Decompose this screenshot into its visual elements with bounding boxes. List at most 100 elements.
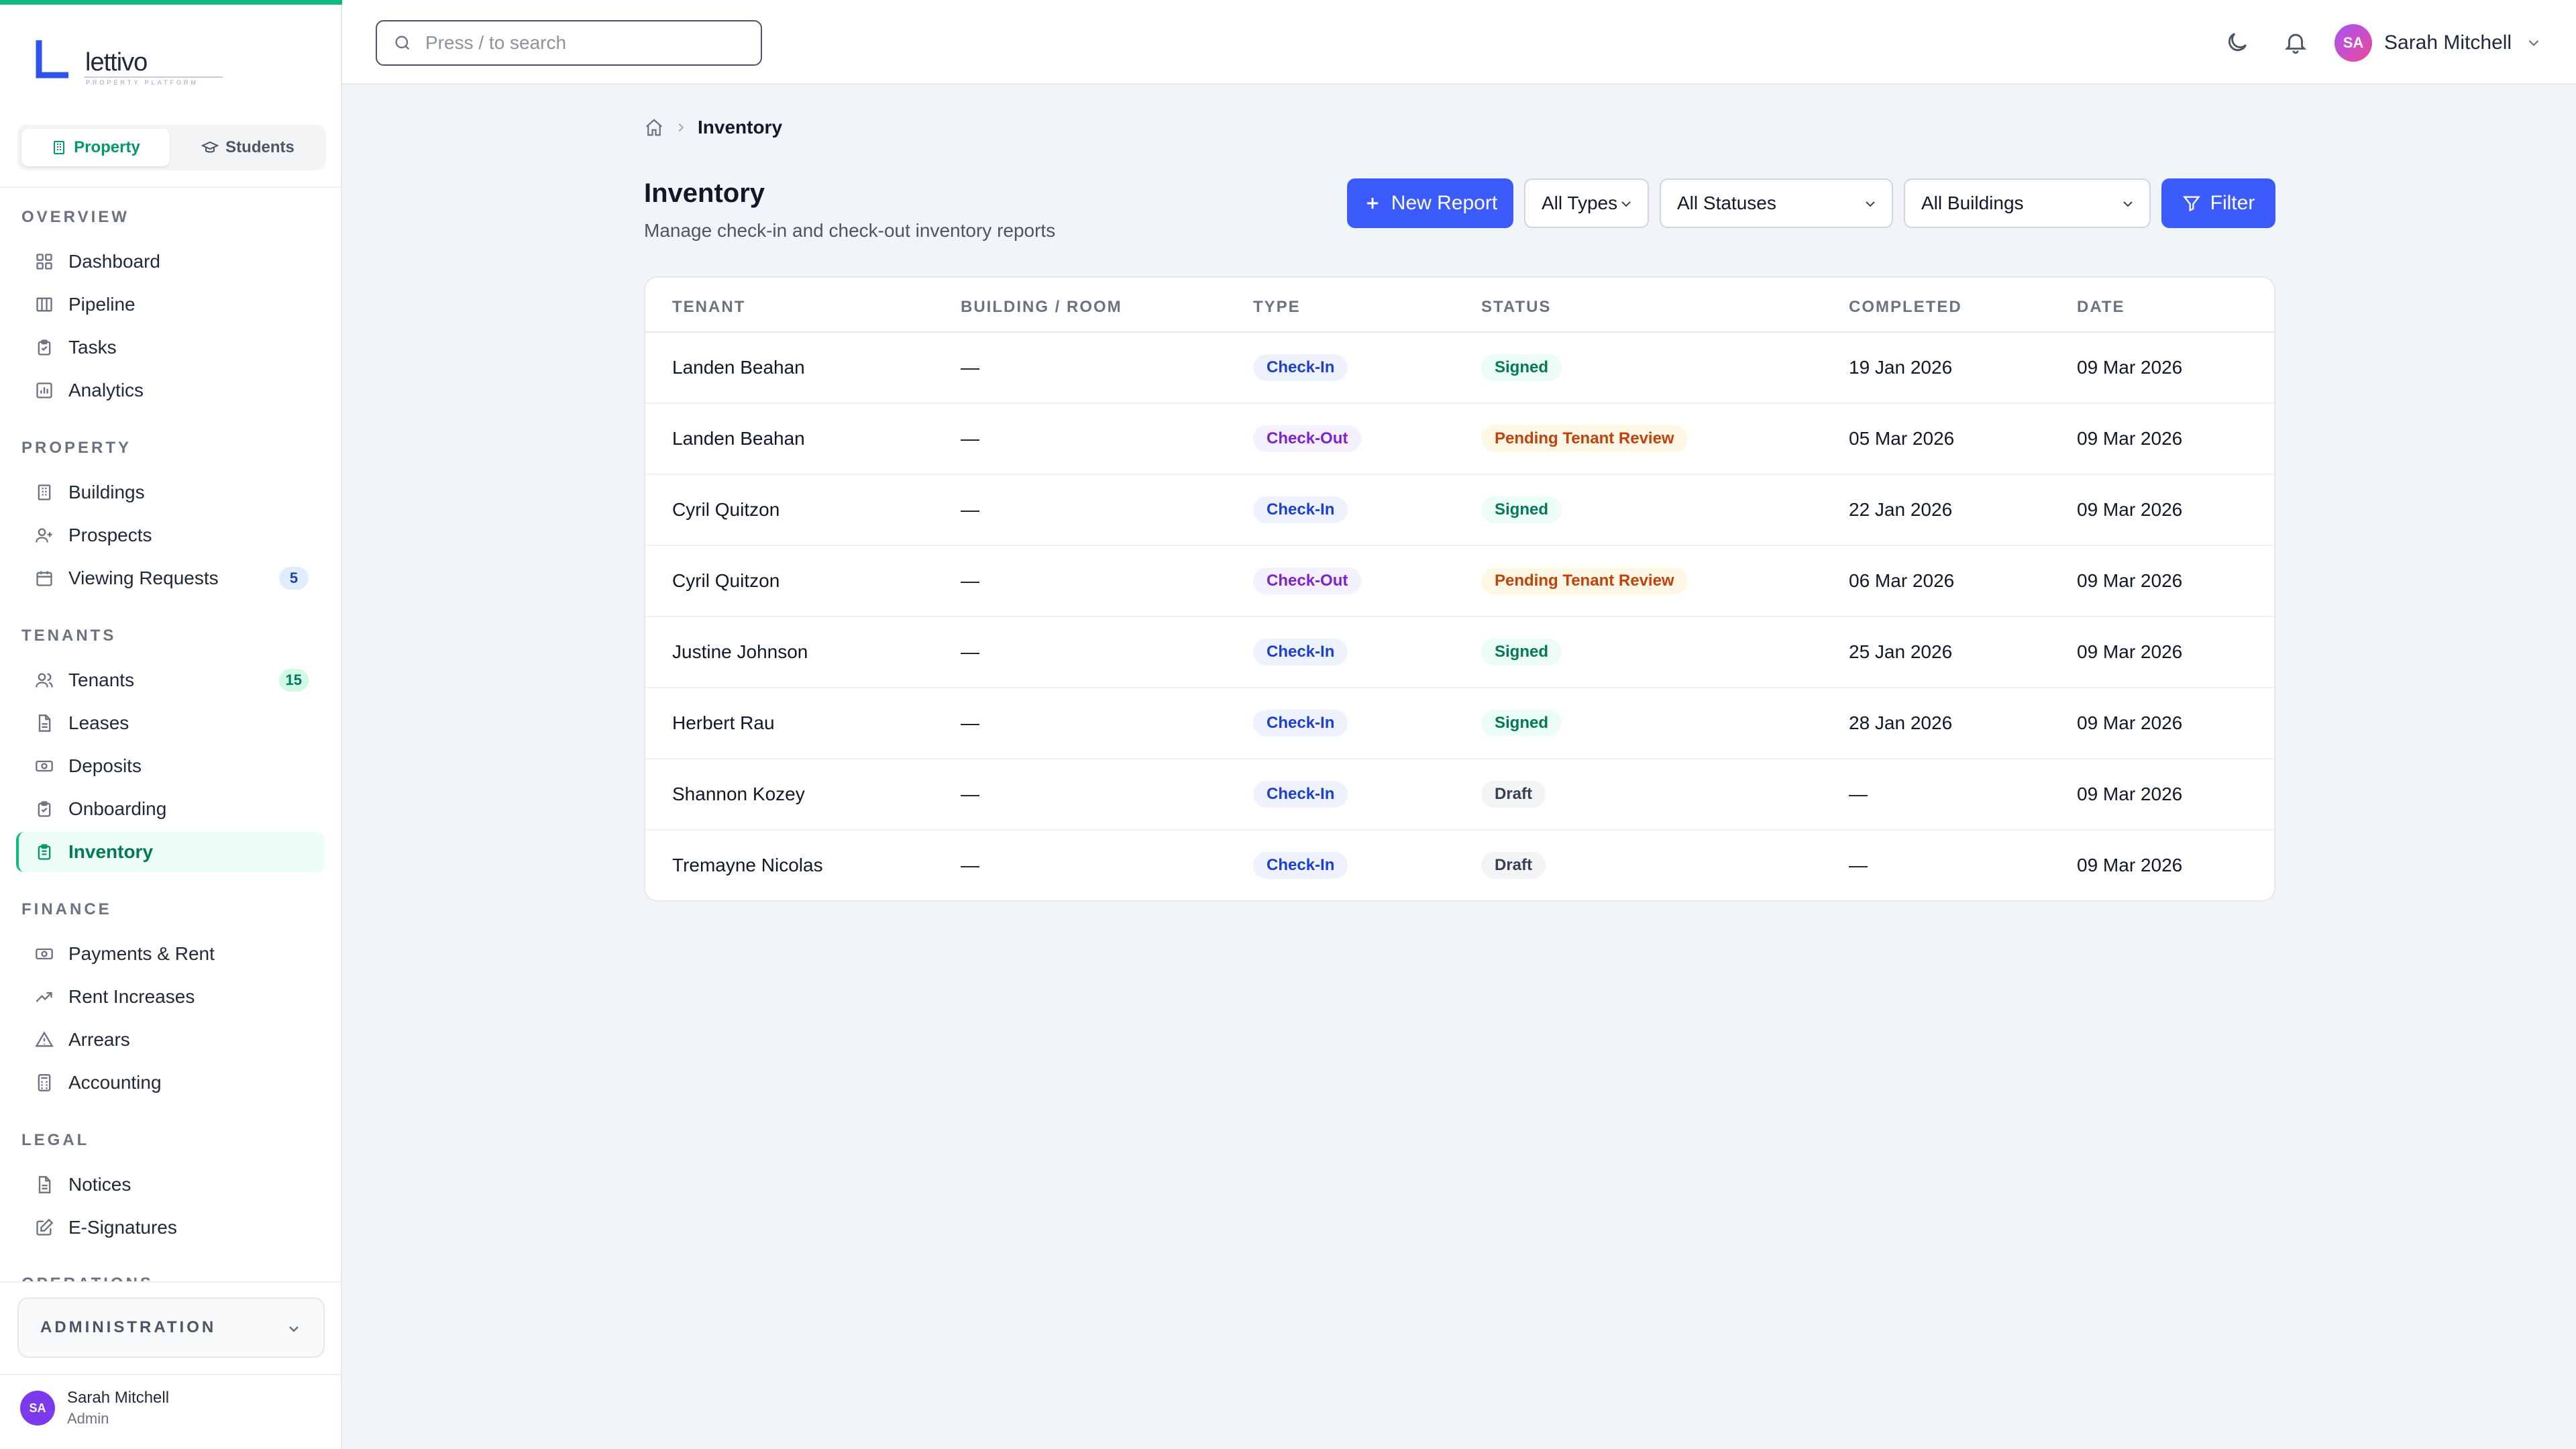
new-report-label: New Report [1391,192,1498,214]
cell-tenant: Landen Beahan [672,357,805,378]
sidebar-item-payments-rent[interactable]: Payments & Rent [16,934,325,974]
nav-section-property: PROPERTY [21,439,132,457]
sidebar-item-leases[interactable]: Leases [16,703,325,743]
status-badge: Signed [1481,639,1562,665]
sidebar-item-label: Prospects [68,525,152,545]
table-row[interactable]: Cyril Quitzon — Check-In Signed 22 Jan 2026 0… [645,475,2274,546]
header-user-name: Sarah Mitchell [2384,32,2512,54]
chevron-down-icon [2528,40,2539,46]
table-row[interactable]: Tremayne Nicolas — Check-In Draft — 09 Mar 20… [645,830,2274,900]
cell-tenant: Shannon Kozey [672,784,805,804]
users-icon [36,673,53,688]
cell-completed: — [1849,855,1868,875]
sidebar-item-buildings[interactable]: Buildings [16,472,325,513]
building-filter-select[interactable]: All Buildings [1904,178,2151,228]
sidebar-item-label: Tasks [68,337,117,358]
column-header-building-room[interactable]: BUILDING / ROOM [961,298,1122,316]
sidebar-item-deposits[interactable]: Deposits [16,746,325,786]
nav-section-finance: FINANCE [21,900,112,918]
table-row[interactable]: Justine Johnson — Check-In Signed 25 Jan 202… [645,617,2274,688]
logo-mark-icon [36,40,68,78]
sidebar-item-tasks[interactable]: Tasks [16,327,325,368]
administration-toggle[interactable]: ADMINISTRATION [17,1297,325,1358]
sidebar-item-tenants[interactable]: Tenants 15 [16,660,325,700]
bar-chart-icon [36,382,52,398]
sidebar-item-e-signatures[interactable]: E-Signatures [16,1208,325,1248]
switch-property-button[interactable]: Property [21,129,170,166]
column-header-type[interactable]: TYPE [1253,298,1301,316]
status-badge: Draft [1481,781,1546,808]
sidebar-item-inventory[interactable]: Inventory [16,832,325,872]
cell-building-room: — [961,428,979,449]
pen-square-icon [36,1218,54,1236]
user-menu[interactable]: SA Sarah Mitchell [2334,24,2542,62]
building-icon [38,484,51,500]
cell-completed: 19 Jan 2026 [1849,357,1953,378]
brand-tagline: PROPERTY PLATFORM [86,79,199,86]
brand-logo[interactable]: lettivo PROPERTY PLATFORM [35,35,236,95]
column-header-status[interactable]: STATUS [1481,298,1552,316]
sidebar-item-label: Arrears [68,1029,130,1050]
sidebar-item-arrears[interactable]: Arrears [16,1020,325,1060]
chevron-down-icon [289,1326,299,1332]
switch-property-label: Property [74,138,140,156]
chevron-down-icon [1621,201,1631,207]
search-box[interactable] [376,20,762,66]
sidebar-item-label: E-Signatures [68,1217,177,1238]
search-icon [395,36,410,50]
sidebar-item-label: Rent Increases [68,986,195,1007]
new-report-button[interactable]: New Report [1347,178,1513,228]
table-row[interactable]: Landen Beahan — Check-In Signed 19 Jan 2026 0… [645,333,2274,404]
cell-date: 09 Mar 2026 [2077,570,2183,591]
tenants-count-badge: 15 [278,669,309,692]
sidebar-user-profile[interactable]: SA Sarah Mitchell Admin [20,1389,169,1428]
sidebar-item-analytics[interactable]: Analytics [16,370,325,411]
sidebar-item-rent-increases[interactable]: Rent Increases [16,977,325,1017]
footer-user-name: Sarah Mitchell [67,1389,170,1407]
table-row[interactable]: Herbert Rau — Check-In Signed 28 Jan 2026 09 … [645,688,2274,759]
search-input[interactable] [425,32,747,54]
sidebar-item-label: Viewing Requests [68,568,219,588]
sidebar-item-onboarding[interactable]: Onboarding [16,789,325,829]
filter-button[interactable]: Filter [2161,178,2275,228]
sidebar-item-accounting[interactable]: Accounting [16,1063,325,1103]
column-header-completed[interactable]: COMPLETED [1849,298,1962,316]
status-badge: Pending Tenant Review [1481,425,1688,452]
status-badge: Draft [1481,852,1546,879]
home-icon[interactable] [644,117,664,138]
sidebar-item-viewing-requests[interactable]: Viewing Requests 5 [16,558,325,598]
sidebar-item-prospects[interactable]: Prospects [16,515,325,555]
sidebar-item-notices[interactable]: Notices [16,1165,325,1205]
sidebar-item-label: Leases [68,712,129,733]
document-icon [38,714,51,732]
breadcrumb: Inventory [644,117,782,138]
sidebar-item-dashboard[interactable]: Dashboard [16,241,325,282]
column-header-date[interactable]: DATE [2077,298,2125,316]
sidebar-item-label: Tenants [68,669,135,690]
cell-date: 09 Mar 2026 [2077,428,2183,449]
status-filter-select[interactable]: All Statuses [1660,178,1893,228]
table-row[interactable]: Cyril Quitzon — Check-Out Pending Tenant Re… [645,546,2274,617]
trending-up-icon [36,992,52,1002]
type-badge: Check-In [1253,354,1348,381]
switch-students-button[interactable]: Students [174,129,322,166]
table-row[interactable]: Landen Beahan — Check-Out Pending Tenant Re… [645,404,2274,475]
grid-icon [36,254,52,270]
breadcrumb-current: Inventory [698,117,783,138]
status-filter-value: All Statuses [1677,193,1776,213]
cell-building-room: — [961,784,979,804]
bell-icon[interactable] [2283,30,2308,55]
type-filter-select[interactable]: All Types [1524,178,1649,228]
sidebar-item-label: Accounting [68,1072,162,1093]
top-header: SA Sarah Mitchell [342,0,2576,85]
cell-date: 09 Mar 2026 [2077,499,2183,520]
table-row[interactable]: Shannon Kozey — Check-In Draft — 09 Mar 2026 [645,759,2274,830]
moon-icon[interactable] [2224,30,2250,55]
column-header-tenant[interactable]: TENANT [672,298,746,316]
graduation-cap-icon [201,141,219,153]
viewing-requests-count-badge: 5 [279,567,309,590]
sidebar-item-pipeline[interactable]: Pipeline [16,284,325,325]
sidebar-item-label: Payments & Rent [68,943,215,964]
banknote-icon [36,760,53,772]
sidebar-divider [0,1281,342,1283]
